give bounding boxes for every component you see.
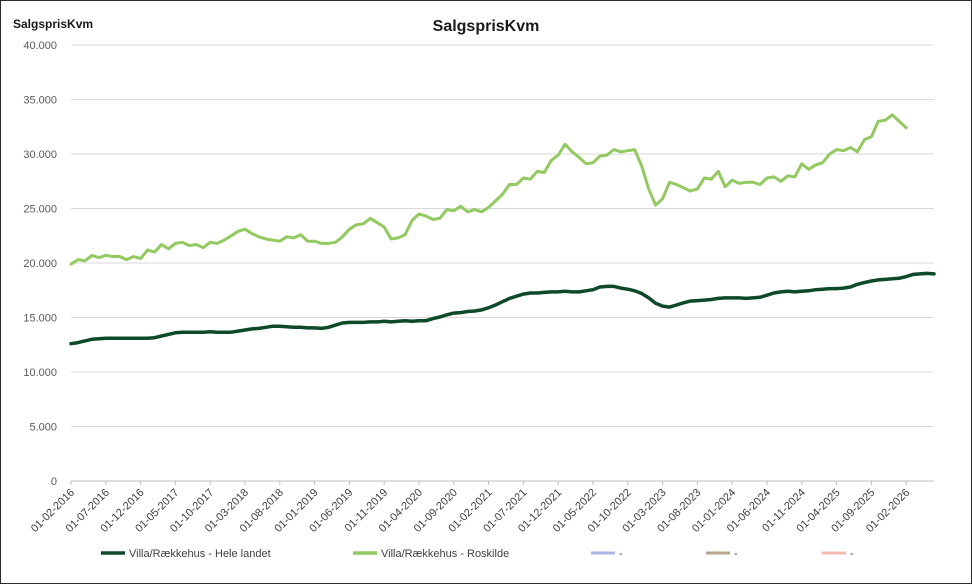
y-tick-label: 20.000: [23, 258, 57, 270]
series-line-0: [69, 271, 936, 346]
series-line-1: [69, 113, 908, 266]
series-lines: [69, 113, 936, 346]
legend-label-4: -: [850, 548, 854, 560]
y-tick-label: 30.000: [23, 149, 57, 161]
legend-label-3: -: [734, 548, 738, 560]
chart-title: SalgsprisKvm: [433, 18, 540, 35]
legend-label-1: Villa/Rækkehus - Roskilde: [381, 548, 509, 560]
x-axis-ticks: 01-02-201601-07-201601-12-201601-05-2017…: [29, 481, 912, 535]
y-tick-label: 15.000: [23, 313, 57, 325]
y-axis-title: SalgsprisKvm: [13, 17, 93, 31]
y-axis-ticks: 0 5.000 10.000 15.000 20.000 25.000 30.000 35.0…: [23, 40, 57, 488]
legend-label-2: -: [619, 548, 623, 560]
legend-label-0: Villa/Rækkehus - Hele landet: [129, 548, 271, 560]
gridlines: [71, 44, 934, 427]
y-tick-label: 35.000: [23, 95, 57, 107]
y-tick-label: 10.000: [23, 367, 57, 379]
legend: Villa/Rækkehus - Hele landet Villa/Rækkeh…: [101, 548, 854, 560]
y-tick-label: 0: [51, 476, 57, 488]
y-tick-label: 5.000: [29, 422, 57, 434]
y-tick-label: 25.000: [23, 204, 57, 216]
y-tick-label: 40.000: [23, 40, 57, 52]
